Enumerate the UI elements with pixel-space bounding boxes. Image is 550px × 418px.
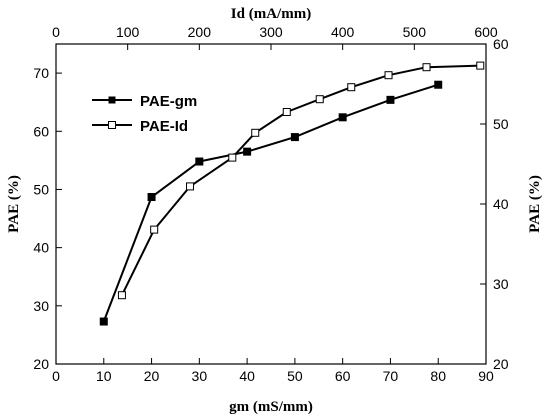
series-layer: [99, 61, 485, 326]
data-point-pae-gm: [434, 80, 443, 89]
series-line-pae-gm: [102, 83, 439, 322]
legend-label-pae-id: PAE-Id: [140, 118, 188, 135]
x-bottom-tick-label: 40: [239, 368, 255, 384]
data-point-pae-gm: [386, 95, 395, 104]
y-left-tick-label: 40: [33, 240, 49, 256]
y-left-tick-label: 60: [33, 123, 49, 139]
data-point-pae-id: [150, 225, 159, 234]
x-top-tick-label: 500: [403, 24, 427, 40]
x-bottom-tick-label: 60: [335, 368, 351, 384]
y-right-tick-label: 40: [493, 196, 509, 212]
legend-marker-pae-id: [108, 121, 116, 129]
x-top-tick-label: 600: [474, 24, 498, 40]
y-axis-title-right: PAE (%): [527, 175, 543, 233]
x-top-tick-label: 200: [188, 24, 212, 40]
x-top-tick-label: 0: [52, 24, 60, 40]
x-top-tick-label: 400: [331, 24, 355, 40]
y-left-tick-label: 30: [33, 298, 49, 314]
y-right-tick-label: 20: [493, 356, 509, 372]
x-bottom-tick-label: 90: [478, 368, 494, 384]
x-bottom-tick-label: 20: [144, 368, 160, 384]
legend-marker-pae-gm: [108, 96, 116, 104]
data-point-pae-gm: [243, 147, 252, 156]
x-bottom-tick-label: 70: [383, 368, 399, 384]
tick-layer: 0 10 20 30 40 50 60 70 80 90 0 100 200 300 400 500 600 20…: [33, 24, 508, 384]
y-right-tick-label: 50: [493, 116, 509, 132]
data-point-pae-gm: [99, 317, 108, 326]
data-point-pae-id: [228, 153, 237, 162]
y-right-tick-label: 30: [493, 276, 509, 292]
x-top-tick-label: 300: [259, 24, 283, 40]
y-left-tick-label: 50: [33, 181, 49, 197]
data-point-pae-gm: [147, 193, 156, 202]
x-bottom-tick-label: 30: [192, 368, 208, 384]
y-left-tick-label: 20: [33, 356, 49, 372]
data-point-pae-id: [251, 128, 260, 137]
data-point-pae-id: [347, 83, 356, 92]
x-top-tick-label: 100: [116, 24, 140, 40]
legend: PAE-gm PAE-Id: [92, 93, 197, 135]
y-left-tick-label: 70: [33, 65, 49, 81]
y-right-tick-label: 60: [493, 36, 509, 52]
y-axis-title-left: PAE (%): [6, 175, 22, 233]
data-point-pae-id: [282, 108, 291, 116]
x-axis-title-bottom: gm (mS/mm): [229, 399, 313, 415]
data-point-pae-gm: [338, 113, 347, 122]
plot-frame: [55, 43, 487, 365]
legend-label-pae-gm: PAE-gm: [140, 93, 197, 110]
x-axis-title-top: Id (mA/mm): [231, 6, 311, 22]
data-point-pae-id: [315, 95, 324, 104]
data-point-pae-id: [117, 291, 126, 300]
data-point-pae-id: [384, 71, 393, 80]
data-point-pae-id: [422, 63, 431, 72]
data-point-pae-id: [476, 61, 485, 70]
data-point-pae-gm: [290, 133, 299, 142]
data-point-pae-id: [186, 182, 195, 191]
data-point-pae-gm: [195, 157, 204, 166]
x-bottom-tick-label: 50: [287, 368, 303, 384]
x-bottom-tick-label: 0: [52, 368, 60, 384]
x-bottom-tick-label: 80: [430, 368, 446, 384]
x-bottom-tick-label: 10: [96, 368, 112, 384]
